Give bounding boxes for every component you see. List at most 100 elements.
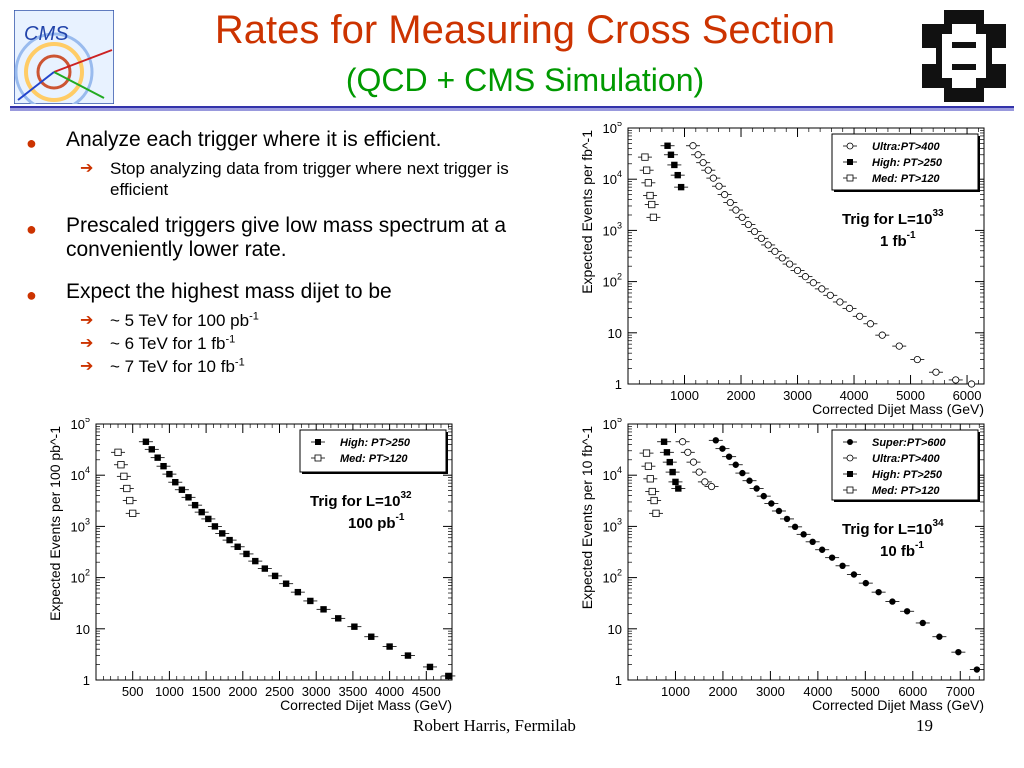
marker-square <box>205 515 212 523</box>
marker-circle-open <box>707 482 716 491</box>
marker-circle-open <box>699 159 707 167</box>
data-point <box>701 166 716 174</box>
marker-square <box>666 458 673 466</box>
sub-bullet-text: ~ 6 TeV for 1 fb <box>110 334 226 353</box>
y-tick-exponent: 2 <box>617 272 622 282</box>
y-axis-label: Expected Events per 10 fb^-1 <box>579 426 595 609</box>
data-point <box>168 478 183 486</box>
y-tick-label: 1 <box>615 377 622 392</box>
legend-label: Med: PT>120 <box>872 173 940 185</box>
y-tick-exponent: 2 <box>85 568 90 578</box>
y-tick-exponent: 3 <box>617 516 622 526</box>
marker-circle <box>828 554 836 561</box>
data-point <box>761 241 776 249</box>
data-point <box>207 523 222 530</box>
sub-bullet-item: ➔ ~ 7 TeV for 10 fb-1 <box>22 356 562 377</box>
data-point <box>188 501 203 509</box>
series-med-pt-120 <box>637 153 661 221</box>
data-point <box>767 247 782 255</box>
sub-bullet-text: ~ 5 TeV for 100 pb <box>110 311 250 330</box>
data-point <box>835 562 850 570</box>
marker-square <box>351 623 358 630</box>
data-point <box>798 273 813 281</box>
marker-circle-open <box>701 478 709 486</box>
marker-circle-open <box>744 220 752 229</box>
marker-circle <box>875 588 882 596</box>
marker-square <box>307 597 314 605</box>
title-divider <box>10 106 1014 111</box>
marker-square <box>294 588 302 596</box>
marker-square <box>252 557 259 565</box>
marker-circle-open <box>846 142 854 150</box>
data-point <box>735 469 750 477</box>
sub-bullet-item: ➔ ~ 6 TeV for 1 fb-1 <box>22 333 562 354</box>
marker-square <box>660 438 668 445</box>
sub-bullet-text: Stop analyzing data from trigger where n… <box>110 159 509 199</box>
x-tick-label: 4500 <box>412 684 441 699</box>
data-point <box>641 462 656 470</box>
data-point <box>111 448 126 456</box>
data-point <box>771 507 786 515</box>
marker-circle <box>746 477 753 484</box>
data-point <box>671 485 686 492</box>
annotation-sup2: -1 <box>396 512 405 523</box>
marker-square <box>243 550 250 558</box>
data-point <box>717 191 732 199</box>
y-tick-exponent: 4 <box>617 465 622 475</box>
marker-square <box>669 468 676 476</box>
marker-circle <box>719 445 726 452</box>
chart-panel-100pb: 1 10 102 103 104 105 500 1000 1500 2000 2500 3000 35… <box>40 414 464 719</box>
legend-label: Ultra:PT>400 <box>872 141 940 153</box>
y-tick-label: 104 <box>71 465 90 483</box>
marker-circle-open <box>952 376 960 384</box>
y-tick-label: 102 <box>603 272 622 290</box>
data-point <box>156 462 171 470</box>
data-point <box>644 200 659 209</box>
data-point <box>667 161 682 169</box>
bullet-text: Analyze each trigger where it is efficie… <box>66 128 442 151</box>
marker-circle-open <box>846 454 854 462</box>
data-point <box>239 550 254 558</box>
x-tick-label: 4000 <box>803 684 832 699</box>
x-tick-label: 3000 <box>302 684 331 699</box>
data-point <box>805 538 820 546</box>
marker-circle <box>712 437 720 444</box>
data-point <box>290 588 305 596</box>
marker-circle-open <box>689 142 697 150</box>
page-number: 19 <box>916 716 933 735</box>
x-tick-label: 4000 <box>375 684 404 699</box>
x-tick-label: 3000 <box>756 684 785 699</box>
marker-circle-open <box>684 448 692 456</box>
data-point <box>670 171 685 179</box>
data-point <box>915 619 930 627</box>
marker-circle-open <box>786 260 794 268</box>
marker-circle <box>919 619 926 627</box>
data-point <box>660 142 675 149</box>
marker-square <box>226 536 233 544</box>
data-point <box>222 536 237 544</box>
marker-square-open <box>650 496 658 505</box>
marker-circle-open <box>704 166 712 174</box>
marker-circle <box>760 492 767 500</box>
series-high-pt-250 <box>138 438 456 680</box>
y-tick-label: 102 <box>603 568 622 586</box>
marker-square-open <box>644 179 652 187</box>
data-point <box>257 565 272 572</box>
marker-circle-open <box>732 206 740 214</box>
data-point <box>663 151 678 158</box>
data-point <box>665 468 680 476</box>
marker-circle-open <box>793 266 802 275</box>
marker-square <box>315 439 321 445</box>
marker-square <box>671 161 678 169</box>
annotation-sup1: 34 <box>932 518 944 529</box>
marker-square <box>166 470 173 478</box>
marker-square <box>185 494 192 501</box>
x-tick-label: 6000 <box>898 684 927 699</box>
series-super-pt-600 <box>708 437 984 673</box>
data-point <box>892 342 907 350</box>
marker-square <box>672 478 679 486</box>
data-point <box>728 206 743 214</box>
marker-circle-open <box>738 213 746 221</box>
marker-circle <box>739 469 746 477</box>
